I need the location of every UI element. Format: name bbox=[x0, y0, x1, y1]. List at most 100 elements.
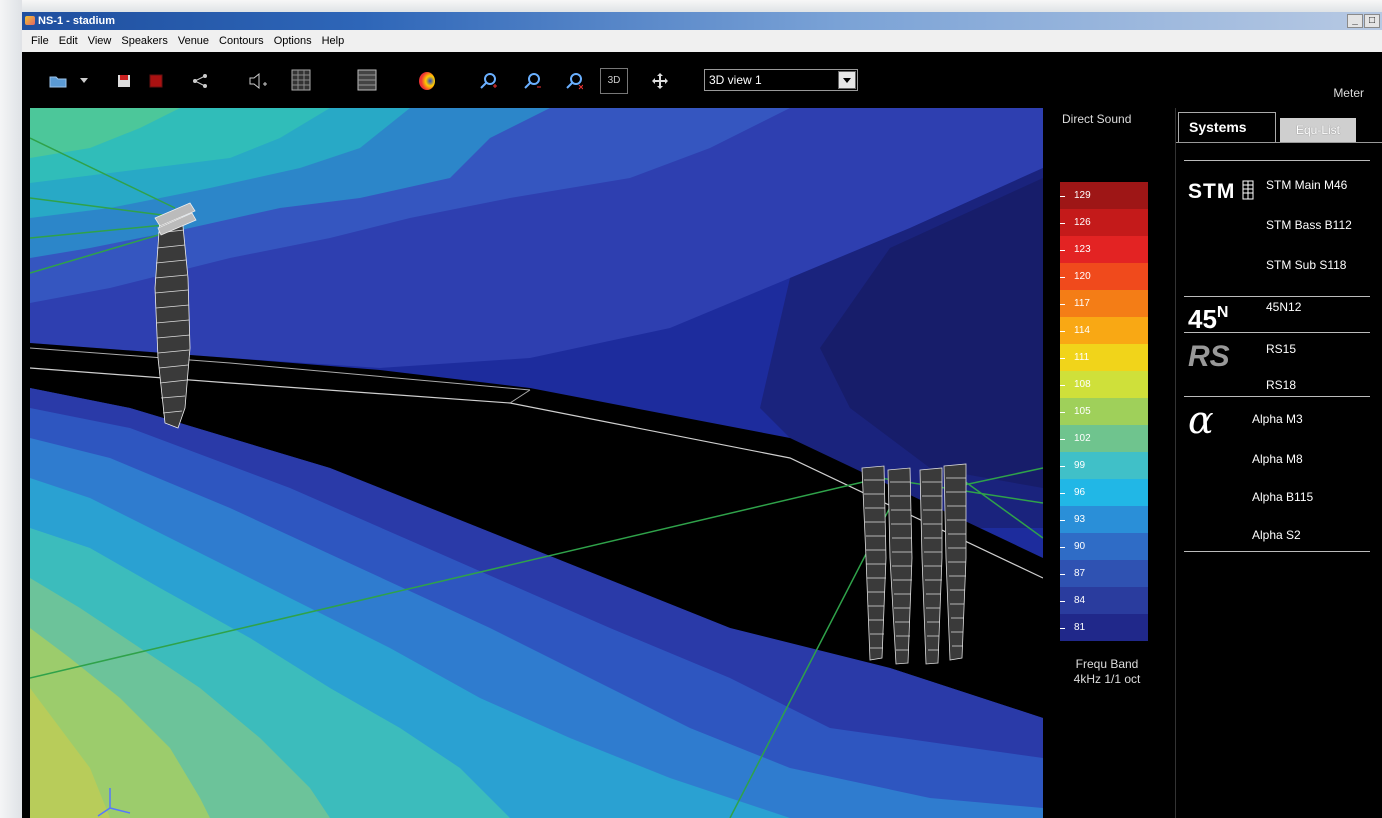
systems-panel: Systems Equ-List STM STM Main M46 STM Ba… bbox=[1175, 108, 1382, 818]
system-item-alpha-s2[interactable]: Alpha S2 bbox=[1252, 528, 1301, 542]
system-item-alpha-m3[interactable]: Alpha M3 bbox=[1252, 412, 1303, 426]
legend-band-label: 111 bbox=[1074, 352, 1090, 363]
legend-band-label: 105 bbox=[1074, 406, 1091, 417]
legend-band-label: 87 bbox=[1074, 568, 1086, 579]
legend-band: 99 bbox=[1060, 452, 1148, 479]
minimize-button[interactable]: _ bbox=[1347, 14, 1363, 28]
legend-tick bbox=[1060, 277, 1065, 278]
app-window: NS-1 - stadium _ □ File Edit View Speake… bbox=[22, 12, 1382, 818]
system-item-stm-sub-s118[interactable]: STM Sub S118 bbox=[1266, 258, 1347, 272]
menu-view[interactable]: View bbox=[87, 35, 112, 47]
legend-tick bbox=[1060, 412, 1065, 413]
legend-band: 120 bbox=[1060, 263, 1148, 290]
zoom-in-icon[interactable] bbox=[478, 72, 498, 90]
alpha-logo: α bbox=[1188, 398, 1214, 442]
45n-logo: 45N bbox=[1188, 304, 1229, 334]
open-folder-icon[interactable] bbox=[48, 72, 68, 90]
freq-band-line2: 4kHz 1/1 oct bbox=[1073, 672, 1141, 686]
legend-band: 108 bbox=[1060, 371, 1148, 398]
legend-band-label: 93 bbox=[1074, 514, 1086, 525]
system-item-45n12[interactable]: 45N12 bbox=[1266, 300, 1302, 314]
legend-tick bbox=[1060, 601, 1065, 602]
grid-table-icon[interactable] bbox=[290, 68, 312, 92]
menu-bar: File Edit View Speakers Venue Contours O… bbox=[22, 30, 1382, 52]
legend-band-label: 114 bbox=[1074, 325, 1090, 336]
legend-tick bbox=[1060, 547, 1065, 548]
share-icon[interactable] bbox=[190, 72, 210, 90]
chevron-down-icon[interactable] bbox=[838, 71, 856, 89]
tab-underline bbox=[1176, 142, 1382, 143]
move-icon[interactable] bbox=[650, 72, 670, 90]
legend-band: 117 bbox=[1060, 290, 1148, 317]
legend-band-label: 120 bbox=[1074, 271, 1091, 282]
table-icon[interactable] bbox=[356, 68, 378, 92]
system-item-rs15[interactable]: RS15 bbox=[1266, 342, 1297, 356]
save-icon[interactable] bbox=[114, 72, 134, 90]
legend-band: 81 bbox=[1060, 614, 1148, 641]
speaker-array-left bbox=[154, 202, 197, 429]
divider bbox=[1184, 296, 1370, 297]
legend-band-label: 90 bbox=[1074, 541, 1086, 552]
system-item-alpha-m8[interactable]: Alpha M8 bbox=[1252, 452, 1303, 466]
zoom-out-icon[interactable] bbox=[522, 72, 542, 90]
3d-toggle-button[interactable]: 3D bbox=[600, 68, 628, 94]
3d-viewport[interactable] bbox=[30, 108, 1043, 818]
meter-label[interactable]: Meter bbox=[1333, 86, 1364, 100]
tab-equ-list[interactable]: Equ-List bbox=[1280, 118, 1356, 142]
legend-band-label: 123 bbox=[1074, 244, 1091, 255]
menu-help[interactable]: Help bbox=[321, 35, 345, 47]
legend-tick bbox=[1060, 493, 1065, 494]
menu-file[interactable]: File bbox=[31, 35, 49, 47]
legend-band: 87 bbox=[1060, 560, 1148, 587]
window-controls: _ □ bbox=[1347, 14, 1380, 28]
menu-options[interactable]: Options bbox=[273, 35, 312, 47]
desktop-background-top bbox=[0, 0, 1382, 12]
menu-venue[interactable]: Venue bbox=[177, 35, 210, 47]
legend-band-label: 81 bbox=[1074, 622, 1086, 633]
rs-logo: RS bbox=[1188, 340, 1230, 373]
legend-band: 84 bbox=[1060, 587, 1148, 614]
stadium-sound-map bbox=[30, 108, 1043, 818]
legend-band: 114 bbox=[1060, 317, 1148, 344]
legend-band: 126 bbox=[1060, 209, 1148, 236]
legend-band: 90 bbox=[1060, 533, 1148, 560]
system-item-alpha-b115[interactable]: Alpha B115 bbox=[1252, 490, 1314, 504]
legend-band: 123 bbox=[1060, 236, 1148, 263]
frequency-band-label: Frequ Band 4kHz 1/1 oct bbox=[1052, 657, 1162, 687]
menu-edit[interactable]: Edit bbox=[58, 35, 78, 47]
legend-band: 96 bbox=[1060, 479, 1148, 506]
desktop-background-left bbox=[0, 0, 22, 818]
system-item-rs18[interactable]: RS18 bbox=[1266, 378, 1297, 392]
stm-logo: STM bbox=[1188, 180, 1254, 204]
zoom-reset-icon[interactable] bbox=[564, 72, 584, 90]
legend-band-label: 102 bbox=[1074, 433, 1091, 444]
stm-logo-mark bbox=[1242, 180, 1254, 200]
speaker-add-icon[interactable] bbox=[248, 72, 268, 90]
dropdown-arrow-icon[interactable] bbox=[78, 72, 90, 90]
divider bbox=[1184, 396, 1370, 397]
menu-contours[interactable]: Contours bbox=[219, 35, 264, 47]
title-bar[interactable]: NS-1 - stadium _ □ bbox=[22, 12, 1382, 30]
legend-tick bbox=[1060, 520, 1065, 521]
tab-systems[interactable]: Systems bbox=[1178, 112, 1276, 142]
red-square-icon[interactable] bbox=[146, 72, 166, 90]
app-icon bbox=[25, 16, 35, 25]
legend-band: 111 bbox=[1060, 344, 1148, 371]
divider bbox=[1184, 551, 1370, 552]
legend-title: Direct Sound bbox=[1062, 112, 1132, 126]
system-item-stm-bass-b112[interactable]: STM Bass B112 bbox=[1266, 218, 1352, 232]
view-select[interactable]: 3D view 1 bbox=[704, 69, 858, 91]
legend-band-label: 99 bbox=[1074, 460, 1086, 471]
legend-tick bbox=[1060, 331, 1065, 332]
legend-band-label: 96 bbox=[1074, 487, 1086, 498]
system-item-stm-main-m46[interactable]: STM Main M46 bbox=[1266, 178, 1348, 192]
menu-speakers[interactable]: Speakers bbox=[121, 35, 168, 47]
color-map-icon[interactable] bbox=[416, 70, 438, 92]
speaker-array-right bbox=[861, 463, 967, 665]
legend-tick bbox=[1060, 304, 1065, 305]
divider bbox=[1184, 160, 1370, 161]
legend-band: 129 bbox=[1060, 182, 1148, 209]
restore-button[interactable]: □ bbox=[1364, 14, 1380, 28]
divider bbox=[1184, 332, 1370, 333]
legend-tick bbox=[1060, 358, 1065, 359]
